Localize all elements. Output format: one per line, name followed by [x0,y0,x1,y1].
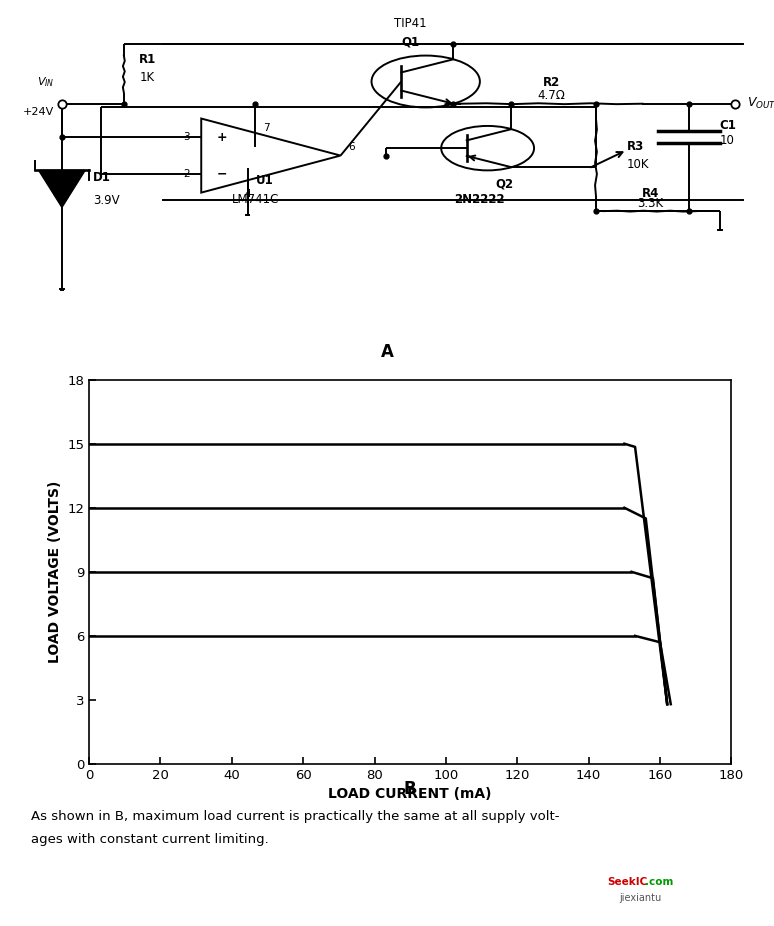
Text: 10: 10 [720,134,735,147]
Text: $V_{IN}$: $V_{IN}$ [36,75,54,89]
X-axis label: LOAD CURRENT (mA): LOAD CURRENT (mA) [328,787,492,801]
Text: 4.7Ω: 4.7Ω [537,89,566,102]
Text: 3.9V: 3.9V [93,194,119,206]
Text: −: − [217,168,228,181]
Text: .com: .com [645,877,673,887]
Text: 3.3K: 3.3K [637,197,663,210]
Text: SeekIC: SeekIC [608,877,648,887]
Text: 7: 7 [263,123,270,133]
Text: 6: 6 [348,142,355,152]
Text: R2: R2 [543,76,560,89]
Text: 3: 3 [183,132,190,142]
Text: 2N2222: 2N2222 [454,193,505,206]
Text: $V_{OUT}$: $V_{OUT}$ [747,96,774,111]
Text: TIP41: TIP41 [394,17,426,30]
Text: R3: R3 [627,140,644,153]
Text: D1: D1 [93,171,111,184]
Text: 2: 2 [183,169,190,179]
Y-axis label: LOAD VOLTAGE (VOLTS): LOAD VOLTAGE (VOLTS) [47,481,62,663]
Text: C1: C1 [720,119,737,132]
Text: 10K: 10K [627,158,649,171]
Text: jiexiantu: jiexiantu [619,893,662,903]
Text: R4: R4 [642,187,659,200]
Text: LM741C: LM741C [232,193,279,206]
Text: 4: 4 [245,189,251,199]
Text: A: A [381,343,393,361]
Text: B: B [404,780,416,797]
Text: Q2: Q2 [495,178,513,191]
Text: 1K: 1K [139,71,155,84]
Text: R1: R1 [139,53,156,66]
Text: As shown in B, maximum load current is practically the same at all supply volt-: As shown in B, maximum load current is p… [31,810,560,823]
Text: +: + [217,131,228,144]
Text: +24V: +24V [23,107,54,118]
Polygon shape [39,170,85,207]
Text: U1: U1 [255,174,273,187]
Text: ages with constant current limiting.: ages with constant current limiting. [31,833,269,846]
Text: Q1: Q1 [401,35,420,48]
